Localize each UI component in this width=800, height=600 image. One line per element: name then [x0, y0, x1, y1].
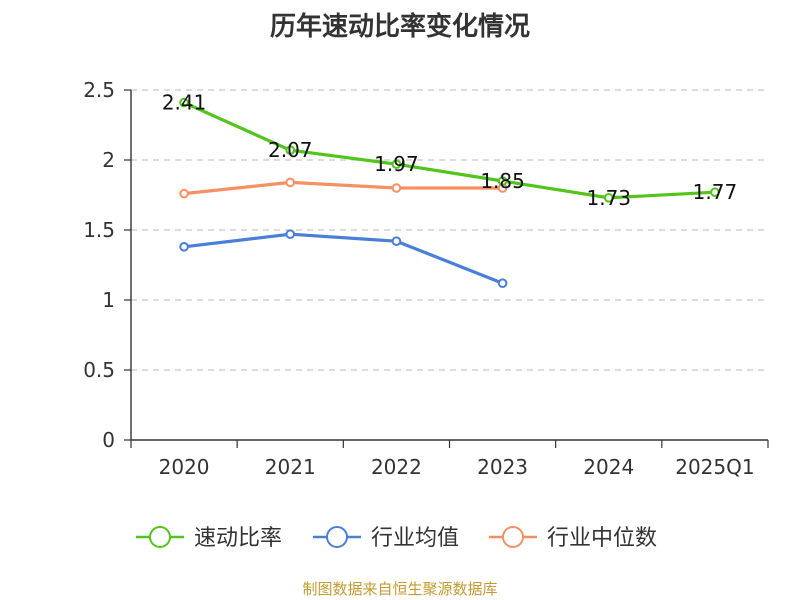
legend-item-2[interactable]: 行业中位数 — [489, 526, 657, 551]
series-line-2 — [183, 180, 503, 196]
data-point — [179, 242, 189, 252]
legend-item-1[interactable]: 行业均值 — [313, 526, 459, 551]
data-point — [285, 177, 296, 188]
y-tick-label: 0 — [102, 428, 115, 452]
data-point — [179, 188, 189, 199]
data-point — [391, 236, 402, 246]
x-tick-label: 2025Q1 — [675, 455, 754, 479]
legend-label: 行业均值 — [371, 526, 459, 551]
x-tick-label: 2023 — [477, 455, 528, 479]
y-tick-label: 1.5 — [83, 218, 115, 242]
y-tick-label: 1 — [102, 288, 115, 312]
data-label: 2.41 — [162, 91, 207, 115]
data-label: 1.97 — [374, 152, 419, 176]
legend-marker-icon — [149, 526, 171, 548]
data-point — [497, 176, 508, 186]
legend-marker-icon — [502, 526, 524, 548]
y-tick-label: 2 — [102, 148, 115, 172]
data-point — [497, 278, 508, 289]
data-source-note: 制图数据来自恒生聚源数据库 — [302, 580, 498, 598]
legend-item-0[interactable]: 速动比率 — [136, 526, 282, 551]
data-point — [603, 193, 614, 203]
legend-marker-icon — [326, 526, 348, 548]
data-label: 1.77 — [693, 180, 738, 204]
x-tick-label: 2024 — [583, 455, 634, 479]
data-point — [179, 97, 189, 108]
x-tick-label: 2020 — [159, 455, 210, 479]
series-line-0 — [183, 101, 716, 200]
chart-title: 历年速动比率变化情况 — [269, 12, 530, 42]
legend-label: 行业中位数 — [547, 526, 657, 551]
y-tick-label: 2.5 — [83, 78, 115, 102]
data-label: 1.73 — [586, 186, 631, 210]
x-tick-label: 2022 — [371, 455, 422, 479]
data-point — [285, 145, 296, 155]
y-tick-label: 0.5 — [83, 358, 115, 382]
data-point — [391, 159, 402, 169]
x-tick-label: 2021 — [265, 455, 316, 479]
legend-label: 速动比率 — [194, 526, 282, 551]
data-point — [285, 229, 296, 239]
data-label: 2.07 — [268, 138, 313, 162]
data-point — [710, 187, 720, 197]
data-label: 1.85 — [480, 169, 525, 193]
data-point — [391, 183, 402, 193]
series-line-1 — [183, 232, 504, 285]
